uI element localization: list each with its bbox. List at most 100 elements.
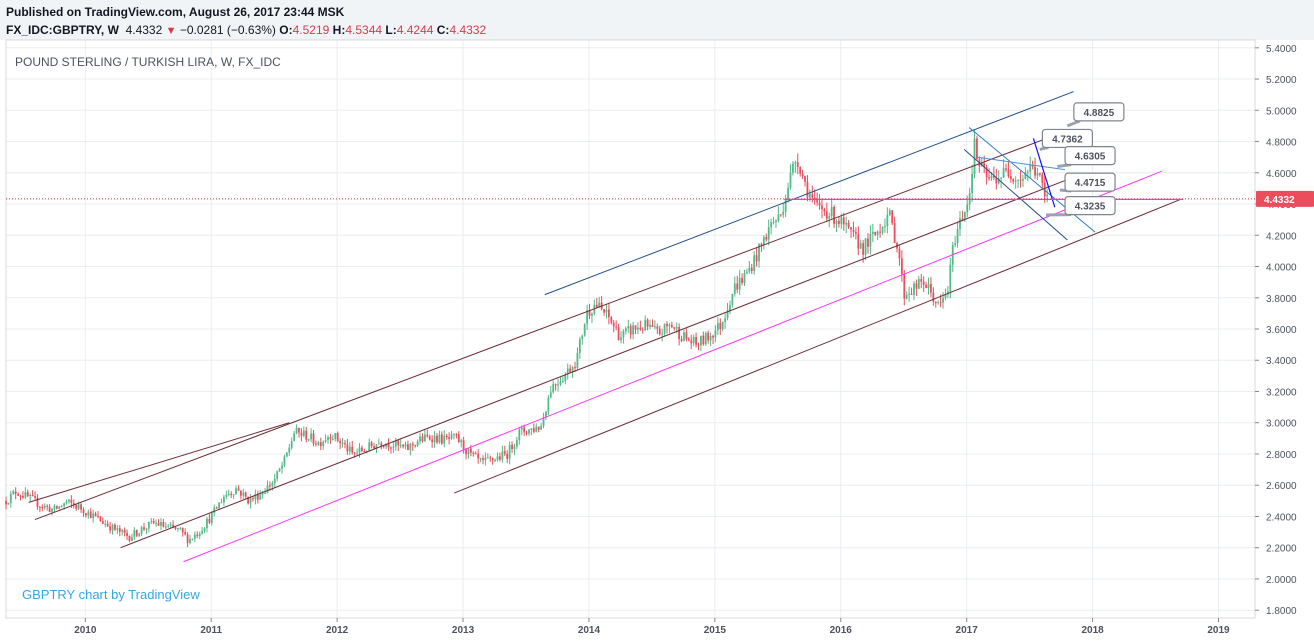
x-tick-label: 2011 bbox=[200, 625, 222, 636]
candle-body bbox=[547, 397, 550, 412]
candle-body bbox=[588, 310, 591, 316]
candle-body bbox=[1029, 165, 1032, 172]
candle-body bbox=[443, 435, 446, 444]
candle-body bbox=[954, 243, 957, 246]
candle-body bbox=[48, 506, 51, 512]
last-price-tag: 4.4332 bbox=[1264, 195, 1295, 206]
chart-title: POUND STERLING / TURKISH LIRA, W, FX_IDC bbox=[15, 55, 281, 69]
candle-body bbox=[385, 443, 388, 447]
candle-body bbox=[871, 231, 874, 234]
candle-body bbox=[830, 206, 833, 217]
candle-body bbox=[453, 434, 455, 436]
trend-line[interactable] bbox=[976, 156, 1065, 171]
callout-label[interactable]: 4.4715 bbox=[1075, 178, 1106, 189]
candle-body bbox=[87, 511, 90, 516]
candle-body bbox=[208, 518, 211, 523]
candle-body bbox=[237, 488, 240, 491]
candle-body bbox=[1038, 173, 1041, 175]
x-tick-label: 2019 bbox=[1207, 625, 1230, 636]
last-price: 4.4332 bbox=[125, 23, 163, 37]
candle-body bbox=[784, 199, 787, 212]
candle-body bbox=[92, 513, 95, 519]
candle-body bbox=[445, 435, 448, 438]
candle-body bbox=[675, 326, 678, 329]
callout-box[interactable] bbox=[1064, 195, 1116, 216]
trend-line[interactable] bbox=[544, 91, 1074, 296]
callout-label[interactable]: 4.6305 bbox=[1075, 152, 1106, 163]
callout-label[interactable]: 4.3235 bbox=[1075, 202, 1106, 213]
candle-body bbox=[985, 167, 988, 178]
trend-line[interactable] bbox=[963, 148, 1068, 241]
candle-body bbox=[799, 166, 802, 174]
candle-body bbox=[666, 323, 668, 327]
candle-body bbox=[7, 502, 10, 505]
candle-body bbox=[818, 202, 821, 206]
candle-body bbox=[14, 491, 17, 494]
callout-box[interactable] bbox=[1073, 102, 1125, 122]
candle-body bbox=[409, 443, 412, 450]
candle-body bbox=[198, 533, 201, 536]
candle-body bbox=[177, 528, 179, 530]
candle-body bbox=[714, 330, 717, 338]
callout-label[interactable]: 4.8825 bbox=[1084, 108, 1115, 119]
trend-line[interactable] bbox=[454, 198, 1181, 494]
candle-body bbox=[581, 335, 584, 340]
candle-body bbox=[753, 255, 756, 271]
candle-body bbox=[259, 494, 262, 500]
candle-body bbox=[821, 205, 823, 210]
candle-body bbox=[256, 494, 259, 500]
candle-body bbox=[956, 229, 959, 244]
trend-line[interactable] bbox=[120, 180, 1066, 549]
candle-body bbox=[700, 335, 702, 346]
y-tick-label: 5.4000 bbox=[1266, 44, 1297, 55]
watermark[interactable]: GBPTRY chart by TradingView bbox=[22, 587, 200, 602]
candle-body bbox=[617, 327, 620, 341]
candle-body bbox=[404, 444, 407, 447]
candle-body bbox=[835, 220, 838, 224]
candle-body bbox=[368, 442, 371, 451]
candle-body bbox=[637, 327, 639, 330]
candle-body bbox=[748, 267, 751, 272]
candle-body bbox=[327, 437, 329, 441]
candle-body bbox=[220, 502, 223, 504]
x-tick-label: 2017 bbox=[956, 625, 979, 636]
trend-line[interactable] bbox=[28, 422, 290, 503]
callout-box[interactable] bbox=[1064, 172, 1116, 192]
candle-body bbox=[152, 521, 155, 523]
candle-body bbox=[845, 222, 848, 225]
trend-line[interactable] bbox=[183, 170, 1163, 563]
candle-body bbox=[336, 433, 339, 441]
candle-body bbox=[603, 309, 605, 313]
candle-body bbox=[794, 162, 797, 164]
x-tick-label: 2014 bbox=[578, 625, 601, 636]
candle-body bbox=[515, 440, 518, 447]
callout-label[interactable]: 4.7362 bbox=[1052, 134, 1083, 145]
candle-body bbox=[900, 258, 903, 275]
trend-line[interactable] bbox=[1032, 138, 1056, 208]
candle-body bbox=[743, 273, 746, 283]
candle-body bbox=[58, 506, 61, 509]
candle-body bbox=[252, 498, 254, 500]
candle-body bbox=[218, 502, 220, 509]
candle-body bbox=[746, 271, 748, 274]
low-value: 4.4244 bbox=[396, 23, 434, 37]
candle-body bbox=[5, 500, 7, 505]
y-tick-label: 2.6000 bbox=[1266, 481, 1297, 492]
candle-body bbox=[465, 449, 467, 455]
candle-body bbox=[1002, 168, 1005, 178]
candle-body bbox=[82, 509, 85, 514]
candle-body bbox=[668, 324, 671, 327]
callout-box[interactable] bbox=[1064, 146, 1116, 166]
candle-body bbox=[482, 458, 484, 461]
candle-body bbox=[169, 524, 172, 526]
candle-body bbox=[913, 283, 915, 295]
candle-body bbox=[685, 332, 688, 339]
candle-body bbox=[106, 523, 109, 527]
trend-line[interactable] bbox=[34, 134, 1055, 521]
candle-body bbox=[886, 214, 889, 227]
candle-body bbox=[358, 447, 361, 453]
candle-body bbox=[927, 283, 930, 289]
candle-body bbox=[864, 238, 867, 255]
candle-body bbox=[419, 436, 421, 442]
